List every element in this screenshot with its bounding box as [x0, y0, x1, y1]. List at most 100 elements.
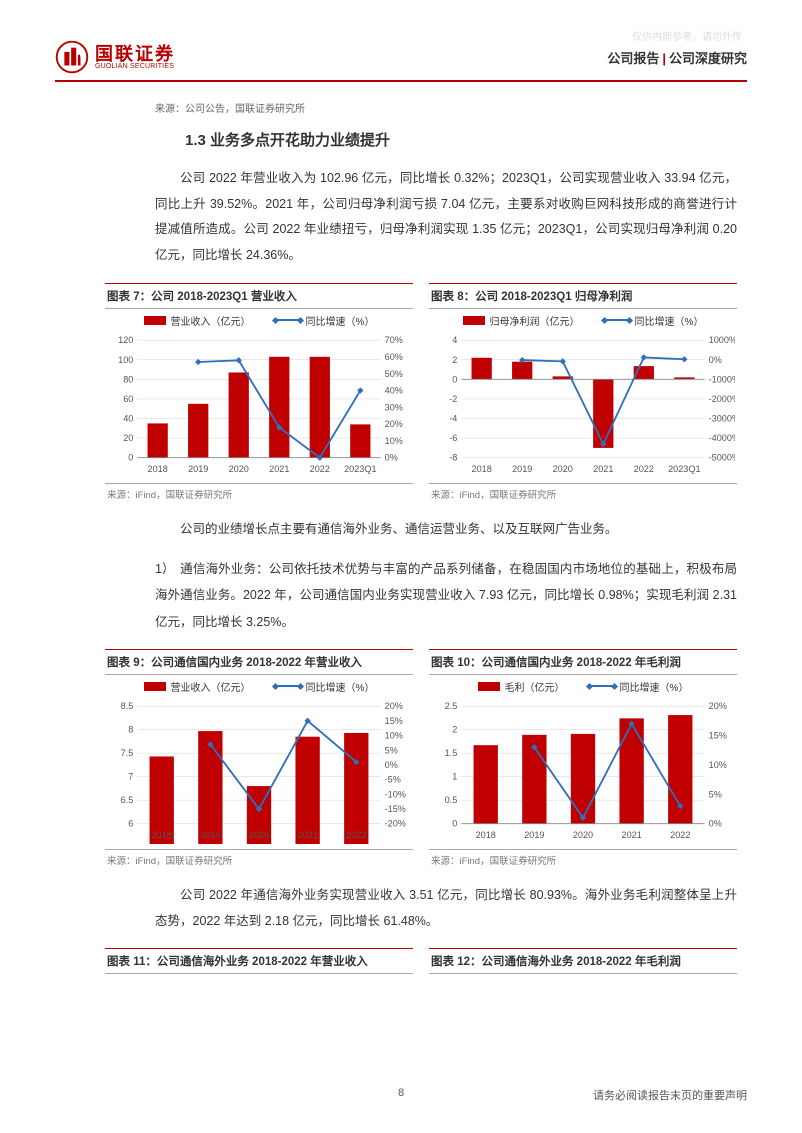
svg-text:5%: 5% — [385, 745, 398, 755]
svg-text:-8: -8 — [449, 452, 457, 462]
chart-10-caption: 图表 10：公司通信国内业务 2018-2022 年毛利润 — [429, 649, 737, 675]
svg-text:7: 7 — [128, 772, 133, 782]
svg-text:-15%: -15% — [385, 804, 406, 814]
svg-text:0: 0 — [452, 374, 457, 384]
svg-text:0: 0 — [128, 452, 133, 462]
chart-7-svg: 0204060801001200%10%20%30%40%50%60%70%20… — [107, 332, 411, 478]
svg-text:0%: 0% — [709, 354, 722, 364]
svg-text:20%: 20% — [385, 701, 403, 711]
svg-text:15%: 15% — [709, 730, 727, 740]
chart-7-legend: 营业收入（亿元） 同比增速（%） — [107, 313, 411, 328]
svg-text:2021: 2021 — [622, 830, 642, 840]
svg-text:10%: 10% — [385, 730, 403, 740]
chart-9-panel: 图表 9：公司通信国内业务 2018-2022 年营业收入 营业收入（亿元） 同… — [105, 649, 413, 867]
paragraph-1: 公司 2022 年营业收入为 102.96 亿元，同比增长 0.32%；2023… — [155, 166, 737, 269]
svg-text:0%: 0% — [385, 452, 398, 462]
chart-9-svg: 66.577.588.5-20%-15%-10%-5%0%5%10%15%20%… — [107, 698, 411, 844]
chart-11-caption: 图表 11：公司通信海外业务 2018-2022 年营业收入 — [105, 948, 413, 974]
charts-row-3: 图表 11：公司通信海外业务 2018-2022 年营业收入 图表 12：公司通… — [105, 948, 747, 970]
list-item-1: 1）通信海外业务：公司依托技术优势与丰富的产品系列储备，在稳固国内市场地位的基础… — [155, 556, 737, 635]
svg-text:0%: 0% — [385, 760, 398, 770]
chart-12-caption: 图表 12：公司通信海外业务 2018-2022 年毛利润 — [429, 948, 737, 974]
svg-text:2023Q1: 2023Q1 — [344, 463, 376, 473]
svg-text:2020: 2020 — [573, 830, 593, 840]
svg-text:5%: 5% — [709, 789, 722, 799]
svg-text:2: 2 — [452, 725, 457, 735]
svg-text:60%: 60% — [385, 351, 403, 361]
svg-text:2022: 2022 — [634, 463, 654, 473]
svg-text:40: 40 — [123, 413, 133, 423]
svg-text:10%: 10% — [709, 760, 727, 770]
chart-7-source: 来源：iFind，国联证券研究所 — [105, 483, 413, 501]
chart-8-source: 来源：iFind，国联证券研究所 — [429, 483, 737, 501]
svg-text:2018: 2018 — [476, 830, 496, 840]
svg-text:100: 100 — [118, 354, 133, 364]
chart-10-source: 来源：iFind，国联证券研究所 — [429, 849, 737, 867]
svg-text:20%: 20% — [709, 701, 727, 711]
svg-text:8.5: 8.5 — [121, 701, 134, 711]
svg-text:2018: 2018 — [148, 463, 168, 473]
chart-7-caption: 图表 7：公司 2018-2023Q1 营业收入 — [105, 283, 413, 309]
svg-text:-1000%: -1000% — [709, 374, 735, 384]
svg-text:2019: 2019 — [200, 830, 220, 840]
svg-text:1.5: 1.5 — [445, 748, 458, 758]
chart-8-panel: 图表 8：公司 2018-2023Q1 归母净利润 归母净利润（亿元） 同比增速… — [429, 283, 737, 501]
chart-8-legend: 归母净利润（亿元） 同比增速（%） — [431, 313, 735, 328]
charts-row-2: 图表 9：公司通信国内业务 2018-2022 年营业收入 营业收入（亿元） 同… — [105, 649, 747, 867]
page-number: 8 — [286, 1087, 517, 1103]
svg-text:7.5: 7.5 — [121, 748, 134, 758]
logo-en-text: GUOLIAN SECURITIES — [95, 63, 175, 70]
svg-text:50%: 50% — [385, 368, 403, 378]
page-header: 国联证券 GUOLIAN SECURITIES 公司报告|公司深度研究 — [55, 40, 747, 82]
svg-text:2020: 2020 — [249, 830, 269, 840]
svg-text:2018: 2018 — [152, 830, 172, 840]
svg-text:60: 60 — [123, 393, 133, 403]
header-cat-b: 公司深度研究 — [669, 51, 747, 66]
svg-text:15%: 15% — [385, 716, 403, 726]
chart-9-caption: 图表 9：公司通信国内业务 2018-2022 年营业收入 — [105, 649, 413, 675]
svg-text:2022: 2022 — [310, 463, 330, 473]
chart-9-legend: 营业收入（亿元） 同比增速（%） — [107, 679, 411, 694]
svg-text:2018: 2018 — [472, 463, 492, 473]
paragraph-3: 公司 2022 年通信海外业务实现营业收入 3.51 亿元，同比增长 80.93… — [155, 883, 737, 934]
svg-text:-4: -4 — [449, 413, 457, 423]
chart-8-caption: 图表 8：公司 2018-2023Q1 归母净利润 — [429, 283, 737, 309]
svg-text:0: 0 — [452, 819, 457, 829]
logo-icon — [55, 40, 89, 74]
svg-text:-2000%: -2000% — [709, 393, 735, 403]
svg-text:6: 6 — [128, 819, 133, 829]
svg-text:-2: -2 — [449, 393, 457, 403]
svg-text:-6: -6 — [449, 433, 457, 443]
svg-text:-4000%: -4000% — [709, 433, 735, 443]
svg-text:-20%: -20% — [385, 819, 406, 829]
svg-text:1000%: 1000% — [709, 335, 735, 345]
svg-text:2019: 2019 — [524, 830, 544, 840]
paragraph-2: 公司的业绩增长点主要有通信海外业务、通信运营业务、以及互联网广告业务。 — [155, 517, 737, 543]
svg-text:2019: 2019 — [512, 463, 532, 473]
svg-text:2020: 2020 — [553, 463, 573, 473]
svg-text:0.5: 0.5 — [445, 795, 458, 805]
logo: 国联证券 GUOLIAN SECURITIES — [55, 40, 175, 74]
svg-text:2021: 2021 — [593, 463, 613, 473]
chart-10-svg: 00.511.522.50%5%10%15%20%201820192020202… — [431, 698, 735, 844]
chart-11-panel: 图表 11：公司通信海外业务 2018-2022 年营业收入 — [105, 948, 413, 970]
svg-text:-5000%: -5000% — [709, 452, 735, 462]
svg-text:30%: 30% — [385, 402, 403, 412]
svg-text:2020: 2020 — [229, 463, 249, 473]
svg-text:20%: 20% — [385, 419, 403, 429]
svg-text:10%: 10% — [385, 435, 403, 445]
svg-text:2023Q1: 2023Q1 — [668, 463, 700, 473]
svg-text:120: 120 — [118, 335, 133, 345]
svg-text:-3000%: -3000% — [709, 413, 735, 423]
svg-text:1: 1 — [452, 772, 457, 782]
chart-9-source: 来源：iFind，国联证券研究所 — [105, 849, 413, 867]
chart-12-panel: 图表 12：公司通信海外业务 2018-2022 年毛利润 — [429, 948, 737, 970]
svg-text:4: 4 — [452, 335, 457, 345]
svg-text:2021: 2021 — [298, 830, 318, 840]
footer-disclaimer: 请务必阅读报告末页的重要声明 — [516, 1087, 747, 1103]
svg-text:6.5: 6.5 — [121, 795, 134, 805]
top-source-line: 来源：公司公告，国联证券研究所 — [155, 100, 747, 115]
chart-10-panel: 图表 10：公司通信国内业务 2018-2022 年毛利润 毛利（亿元） 同比增… — [429, 649, 737, 867]
svg-text:-5%: -5% — [385, 775, 401, 785]
svg-text:40%: 40% — [385, 385, 403, 395]
